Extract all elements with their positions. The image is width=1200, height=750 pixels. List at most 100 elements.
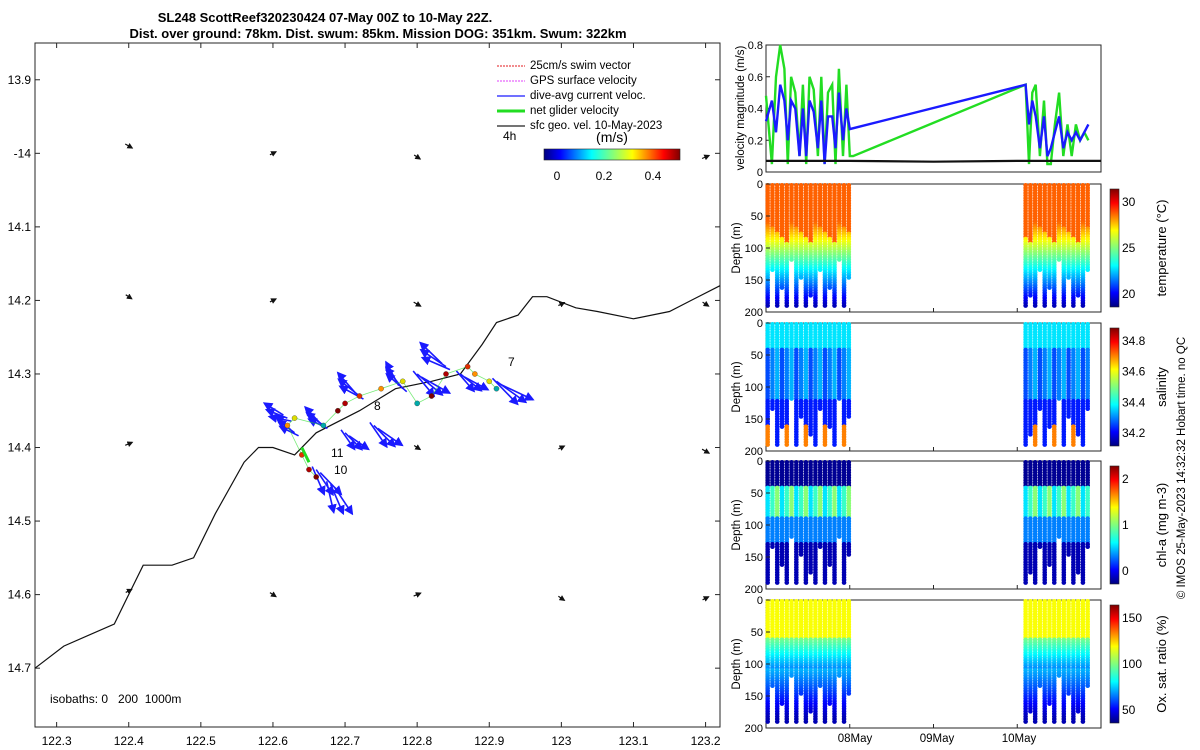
track-point — [486, 378, 493, 385]
map-xtick-label: 122.4 — [114, 734, 144, 748]
profile-sample — [1037, 544, 1043, 550]
profile-sample — [770, 267, 775, 273]
profile-sample — [789, 396, 794, 401]
profile-sample — [827, 424, 833, 429]
map-xtick-label: 123 — [551, 734, 571, 748]
profile-sample — [817, 544, 823, 550]
profile-sample — [813, 303, 818, 308]
map-ytick-label: 14.1 — [8, 220, 32, 234]
profile-sample — [1023, 303, 1028, 308]
profile-sample — [1056, 534, 1062, 539]
profile-sample — [813, 580, 818, 585]
profile-sample — [765, 719, 770, 724]
profile-sample — [803, 442, 809, 447]
profile-sample — [774, 303, 780, 308]
current-vector — [325, 481, 337, 515]
legend-current-label: dive-avg current veloc. — [530, 90, 646, 102]
colorbar-tick-label: 1 — [1122, 518, 1129, 532]
colorbar-label: temperature (°C) — [1154, 200, 1169, 297]
profile-sample — [832, 580, 837, 585]
profile-sample — [803, 719, 809, 724]
geo-vector — [125, 441, 134, 447]
profile-sample — [1071, 442, 1076, 447]
geo-vector — [558, 595, 566, 601]
depth-ytick-label: 0 — [757, 179, 763, 191]
geo-vector — [413, 153, 422, 160]
profile-sample — [1061, 580, 1067, 585]
colorbar-tick-label: 20 — [1122, 287, 1136, 301]
profile-sample — [836, 257, 842, 262]
track-point — [356, 393, 363, 399]
profile-sample — [1080, 442, 1086, 447]
geo-vector — [702, 300, 710, 307]
profile-sample — [822, 580, 828, 585]
current-vector — [267, 413, 292, 423]
profile-sample — [779, 701, 785, 706]
depth-ytick-label: 50 — [751, 211, 763, 223]
geo-vector — [558, 445, 566, 451]
profile-sample — [794, 442, 799, 447]
profile-sample — [789, 534, 794, 539]
profile-sample — [1075, 432, 1081, 437]
waypoint-7: 7 — [508, 355, 515, 369]
map-ytick-label: 14.7 — [8, 661, 32, 675]
profile-sample — [770, 544, 775, 550]
profile-sample — [1071, 580, 1076, 585]
profile-sample — [798, 275, 804, 280]
title-line1: SL248 ScottReef320230424 07-May 00Z to 1… — [158, 10, 493, 25]
profile-sample — [1047, 424, 1052, 429]
profile-sample — [1066, 414, 1071, 419]
track-point — [313, 474, 319, 480]
profile-sample — [836, 396, 842, 401]
current-vector — [333, 486, 354, 516]
map-axes-box — [34, 42, 721, 728]
track-point — [428, 393, 435, 399]
velocity-series-net-glider-velocity — [764, 44, 1090, 166]
depth-profile-dots — [765, 459, 1090, 585]
velocity-ylabel: velocity magnitude (m/s) — [735, 46, 747, 171]
depth-ylabel: Depth (m) — [731, 499, 743, 550]
track-point — [464, 363, 471, 370]
track-point — [443, 371, 449, 377]
profile-sample — [789, 257, 794, 262]
profile-sample — [1075, 570, 1081, 575]
colorbar-tick-label: 34.4 — [1122, 395, 1146, 409]
profile-sample — [774, 580, 780, 585]
profile-sample — [817, 267, 823, 273]
current-vector — [419, 348, 447, 368]
current-vector — [455, 370, 476, 393]
legend-cbar-tick-0: 0 — [554, 169, 561, 183]
profile-sample — [827, 285, 833, 290]
colorbar-tick-label: 2 — [1122, 472, 1129, 486]
profile-sample — [765, 303, 770, 308]
legend-swim-label: 25cm/s swim vector — [530, 60, 631, 72]
velocity-series-dive-avg-current — [764, 83, 1090, 165]
velocity-ytick-label: 0.6 — [748, 72, 763, 84]
depth-ytick-label: 150 — [745, 552, 763, 564]
profile-sample — [789, 673, 794, 678]
geo-vector — [269, 298, 278, 304]
profile-sample — [808, 709, 813, 714]
current-vector — [419, 341, 443, 365]
profile-sample — [1042, 303, 1048, 308]
profile-sample — [784, 442, 790, 447]
depth-colorbar — [1109, 188, 1120, 308]
colorbar-tick-label: 34.8 — [1122, 334, 1146, 348]
profile-sample — [774, 442, 780, 447]
depth-colorbar — [1109, 327, 1120, 447]
depth-profile-dots — [765, 321, 1090, 447]
track-point — [320, 422, 327, 429]
title-line2: Dist. over ground: 78km. Dist. swum: 85k… — [129, 26, 626, 41]
profile-sample — [803, 303, 809, 308]
profile-sample — [1075, 293, 1081, 298]
profile-sample — [827, 562, 833, 567]
profile-sample — [779, 285, 785, 290]
profile-sample — [841, 442, 847, 447]
map-xtick-label: 123.2 — [691, 734, 721, 748]
geo-vector — [413, 301, 422, 307]
profile-sample — [794, 580, 799, 585]
depth-ytick-label: 150 — [745, 414, 763, 426]
profile-sample — [803, 580, 809, 585]
profile-sample — [1085, 267, 1090, 273]
